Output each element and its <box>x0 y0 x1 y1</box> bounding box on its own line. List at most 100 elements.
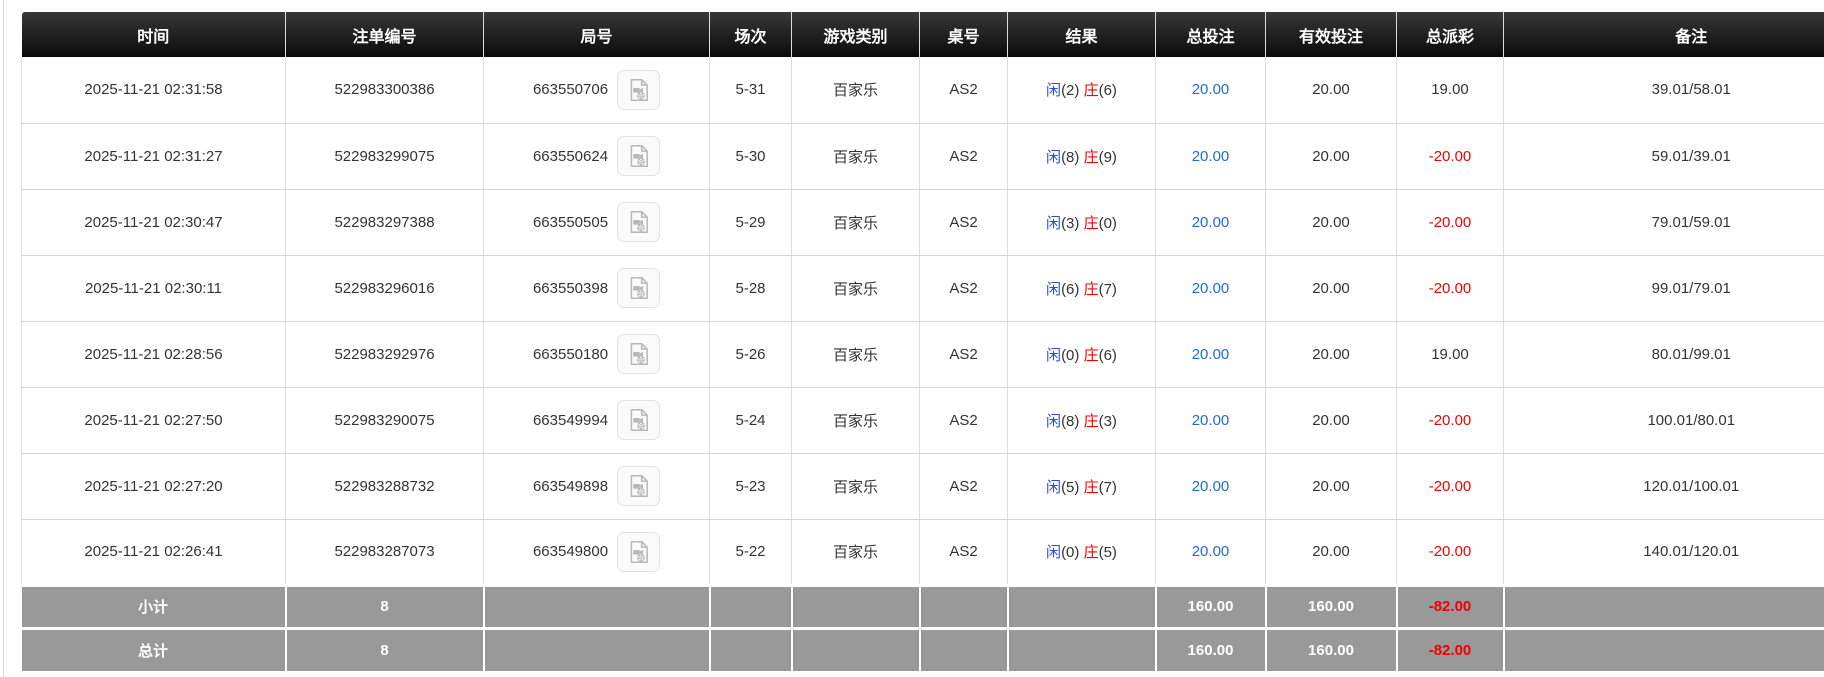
player-points: (8) <box>1061 148 1080 166</box>
summary-total-bet: 160.00 <box>1154 583 1266 628</box>
game-type-cell: 百家乐 <box>791 321 920 388</box>
video-file-icon <box>630 144 648 168</box>
total-payout-cell: 19.00 <box>1396 57 1504 124</box>
total-bet-link[interactable]: 20.00 <box>1191 279 1230 297</box>
replay-video-button[interactable] <box>617 334 661 374</box>
player-points: (5) <box>1061 478 1080 496</box>
summary-total-payout: -82.00 <box>1395 626 1504 671</box>
total-payout-cell: -20.00 <box>1396 123 1504 190</box>
total-payout-cell: -20.00 <box>1396 453 1504 520</box>
player-result: 闲 <box>1046 214 1062 232</box>
player-result: 闲 <box>1046 478 1062 496</box>
round-number: 663550505 <box>532 213 609 231</box>
column-header: 桌号 <box>919 12 1008 57</box>
video-file-icon <box>630 276 648 300</box>
time-cell: 2025-11-21 02:27:20 <box>21 453 286 520</box>
replay-video-button[interactable] <box>617 466 661 506</box>
column-header: 有效投注 <box>1265 12 1397 57</box>
replay-video-button[interactable] <box>617 136 661 176</box>
table-no-cell: AS2 <box>919 321 1008 388</box>
bet-id-cell: 522983299075 <box>285 123 484 190</box>
total-bet-cell: 20.00 <box>1155 321 1266 388</box>
table-no-cell: AS2 <box>919 255 1008 322</box>
table-no-cell: AS2 <box>919 189 1008 256</box>
summary-result-cell <box>1006 626 1156 671</box>
total-bet-cell: 20.00 <box>1155 57 1266 124</box>
player-points: (8) <box>1061 412 1080 430</box>
player-points: (6) <box>1061 280 1080 298</box>
table-row: 2025-11-21 02:31:27 522983299075 6635506… <box>21 123 1824 190</box>
total-bet-link[interactable]: 20.00 <box>1191 411 1230 429</box>
replay-video-button[interactable] <box>617 400 661 440</box>
table-no-cell: AS2 <box>919 387 1008 454</box>
time-cell: 2025-11-21 02:26:41 <box>21 519 286 586</box>
remark-cell: 80.01/99.01 <box>1503 321 1824 388</box>
banker-points: (5) <box>1098 544 1117 561</box>
replay-video-button[interactable] <box>617 531 661 572</box>
player-points: (0) <box>1061 544 1080 561</box>
page-edge-divider <box>3 0 4 677</box>
total-bet-cell: 20.00 <box>1155 387 1266 454</box>
summary-bet-count: 8 <box>284 626 484 671</box>
player-result: 闲 <box>1046 280 1062 298</box>
total-bet-link[interactable]: 20.00 <box>1191 543 1230 560</box>
valid-bet-cell: 20.00 <box>1265 189 1397 256</box>
video-file-icon <box>630 408 648 432</box>
result-cell: 闲(0) 庄(6) <box>1007 321 1156 388</box>
total-bet-cell: 20.00 <box>1155 453 1266 520</box>
remark-cell: 39.01/58.01 <box>1503 57 1824 124</box>
video-file-icon <box>630 78 648 101</box>
total-bet-link[interactable]: 20.00 <box>1191 213 1230 231</box>
column-header: 场次 <box>709 12 792 57</box>
summary-session-cell <box>708 626 792 671</box>
bet-id-cell: 522983300386 <box>285 57 484 124</box>
header-row: 时间 注单编号 局号 场次 游戏类别 桌号 结果 总投注 <box>21 12 1824 57</box>
round-number: 663550398 <box>532 279 609 297</box>
table-row: 2025-11-21 02:27:50 522983290075 6635499… <box>21 387 1824 454</box>
valid-bet-cell: 20.00 <box>1265 519 1397 586</box>
table-no-cell: AS2 <box>919 519 1008 586</box>
replay-video-button[interactable] <box>617 202 661 242</box>
column-header: 总投注 <box>1155 12 1266 57</box>
time-cell: 2025-11-21 02:30:47 <box>21 189 286 256</box>
total-bet-link[interactable]: 20.00 <box>1191 147 1230 165</box>
table-row: 2025-11-21 02:28:56 522983292976 6635501… <box>21 321 1824 388</box>
total-bet-link[interactable]: 20.00 <box>1191 81 1230 99</box>
column-header: 注单编号 <box>285 12 484 57</box>
total-bet-link[interactable]: 20.00 <box>1191 477 1230 495</box>
summary-remark-cell <box>1502 626 1824 671</box>
bet-id-cell: 522983290075 <box>285 387 484 454</box>
banker-result: 庄 <box>1083 544 1099 561</box>
total-payout-cell: 19.00 <box>1396 321 1504 388</box>
result-cell: 闲(8) 庄(9) <box>1007 123 1156 190</box>
player-result: 闲 <box>1046 346 1062 364</box>
round-number: 663550180 <box>532 345 609 363</box>
valid-bet-cell: 20.00 <box>1265 453 1397 520</box>
column-header: 时间 <box>21 12 286 57</box>
remark-cell: 79.01/59.01 <box>1503 189 1824 256</box>
total-bet-link[interactable]: 20.00 <box>1191 345 1230 363</box>
player-result: 闲 <box>1046 148 1062 166</box>
summary-game-type-cell <box>790 583 920 628</box>
column-header: 总派彩 <box>1396 12 1504 57</box>
remark-cell: 140.01/120.01 <box>1503 519 1824 586</box>
bet-id-cell: 522983296016 <box>285 255 484 322</box>
summary-result-cell <box>1006 583 1156 628</box>
round-cell: 663550706 <box>483 57 710 124</box>
summary-total-payout: -82.00 <box>1395 583 1504 628</box>
banker-points: (9) <box>1098 148 1117 166</box>
total-bet-cell: 20.00 <box>1155 519 1266 586</box>
time-cell: 2025-11-21 02:31:58 <box>21 57 286 124</box>
replay-video-button[interactable] <box>617 268 661 308</box>
column-header: 游戏类别 <box>791 12 920 57</box>
round-cell-inner: 663550706 <box>533 69 661 110</box>
summary-total-bet: 160.00 <box>1154 626 1266 671</box>
summary-label: 总计 <box>21 626 286 671</box>
replay-video-button[interactable] <box>617 69 661 110</box>
banker-result: 庄 <box>1083 346 1099 364</box>
player-result: 闲 <box>1046 544 1062 561</box>
summary-valid-bet: 160.00 <box>1264 626 1397 671</box>
remark-cell: 59.01/39.01 <box>1503 123 1824 190</box>
bet-history-table: 时间 注单编号 局号 场次 游戏类别 桌号 结果 总投注 <box>21 12 1824 671</box>
